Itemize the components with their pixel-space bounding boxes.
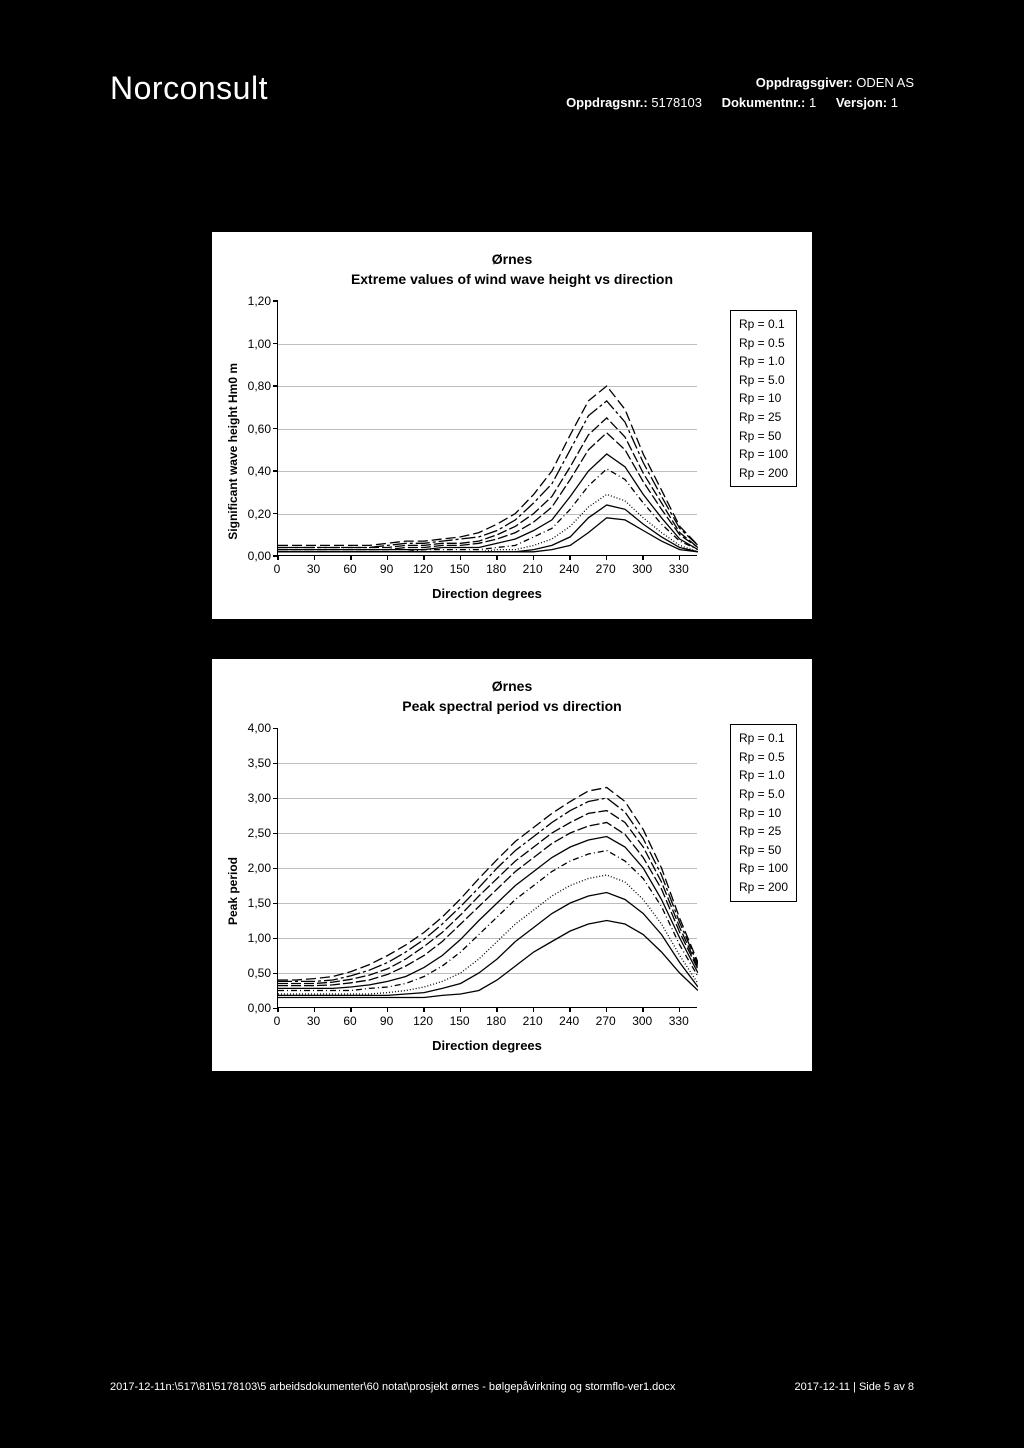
chart2-plot-area (277, 728, 697, 1008)
chart2-plot-row: 4,003,503,002,502,001,501,000,500,00 (242, 728, 697, 1008)
legend-item: Rp = 0.1 (739, 315, 788, 334)
chart2-x-label: Direction degrees (277, 1038, 697, 1053)
chart1-y-label: Significant wave height Hm0 m (224, 363, 242, 540)
docnr-label: Dokumentnr.: (722, 95, 806, 110)
legend-item: Rp = 0.5 (739, 748, 788, 767)
legend-item: Rp = 25 (739, 408, 788, 427)
order-line: Oppdragsnr.: 5178103 Dokumentnr.: 1 Vers… (566, 93, 914, 113)
client-line: Oppdragsgiver: ODEN AS (566, 73, 914, 93)
legend-item: Rp = 5.0 (739, 785, 788, 804)
footer-path: 2017-12-11n:\517\81\5178103\5 arbeidsdok… (110, 1381, 675, 1393)
chart1-plot-area (277, 301, 697, 556)
footer-date-page: 2017-12-11 | Side 5 av 8 (795, 1381, 914, 1393)
chart2-box: Ørnes Peak spectral period vs direction … (212, 659, 812, 1071)
chart1-title-line2: Extreme values of wind wave height vs di… (351, 271, 673, 287)
legend-item: Rp = 0.1 (739, 729, 788, 748)
legend-item: Rp = 50 (739, 427, 788, 446)
legend-item: Rp = 200 (739, 878, 788, 897)
legend-item: Rp = 5.0 (739, 371, 788, 390)
client-label: Oppdragsgiver: (756, 75, 853, 90)
chart2-inner: Peak period 4,003,503,002,502,001,501,00… (224, 728, 800, 1053)
chart2-y-label: Peak period (224, 857, 242, 925)
legend-item: Rp = 10 (739, 389, 788, 408)
chart2-y-ticks: 4,003,503,002,502,001,501,000,500,00 (242, 728, 277, 1008)
version-value: 1 (891, 95, 898, 110)
legend-item: Rp = 25 (739, 822, 788, 841)
chart1-x-ticks: 0306090120150180210240270300330 (277, 562, 697, 578)
chart2-legend: Rp = 0.1Rp = 0.5Rp = 1.0Rp = 5.0Rp = 10R… (730, 724, 797, 901)
client-value: ODEN AS (856, 75, 914, 90)
legend-item: Rp = 100 (739, 445, 788, 464)
chart1-inner: Significant wave height Hm0 m 1,201,000,… (224, 301, 800, 601)
ordernr-value: 5178103 (651, 95, 702, 110)
legend-item: Rp = 10 (739, 804, 788, 823)
chart2-plot-col: 4,003,503,002,502,001,501,000,500,00 030… (242, 728, 697, 1053)
document-footer: 2017-12-11n:\517\81\5178103\5 arbeidsdok… (110, 1381, 914, 1393)
company-logo: Norconsult (110, 70, 268, 107)
chart1-wrapper: Ørnes Extreme values of wind wave height… (0, 232, 1024, 619)
chart1-y-ticks: 1,201,000,800,600,400,200,00 (242, 301, 277, 556)
chart2-wrapper: Ørnes Peak spectral period vs direction … (0, 659, 1024, 1071)
docnr-value: 1 (809, 95, 816, 110)
chart1-title-line1: Ørnes (492, 251, 532, 267)
document-header: Norconsult Oppdragsgiver: ODEN AS Oppdra… (0, 0, 1024, 112)
chart1-x-label: Direction degrees (277, 586, 697, 601)
document-meta: Oppdragsgiver: ODEN AS Oppdragsnr.: 5178… (566, 73, 914, 112)
version-label: Versjon: (836, 95, 887, 110)
legend-item: Rp = 0.5 (739, 334, 788, 353)
chart1-title: Ørnes Extreme values of wind wave height… (224, 250, 800, 289)
chart2-title-line1: Ørnes (492, 678, 532, 694)
chart1-legend: Rp = 0.1Rp = 0.5Rp = 1.0Rp = 5.0Rp = 10R… (730, 310, 797, 487)
chart2-title-line2: Peak spectral period vs direction (402, 698, 621, 714)
chart1-plot-row: 1,201,000,800,600,400,200,00 (242, 301, 697, 556)
chart1-box: Ørnes Extreme values of wind wave height… (212, 232, 812, 619)
legend-item: Rp = 200 (739, 464, 788, 483)
chart2-x-ticks: 0306090120150180210240270300330 (277, 1014, 697, 1030)
legend-item: Rp = 1.0 (739, 766, 788, 785)
chart1-plot-col: 1,201,000,800,600,400,200,00 03060901201… (242, 301, 697, 601)
legend-item: Rp = 100 (739, 859, 788, 878)
legend-item: Rp = 1.0 (739, 352, 788, 371)
ordernr-label: Oppdragsnr.: (566, 95, 648, 110)
legend-item: Rp = 50 (739, 841, 788, 860)
chart2-title: Ørnes Peak spectral period vs direction (224, 677, 800, 716)
